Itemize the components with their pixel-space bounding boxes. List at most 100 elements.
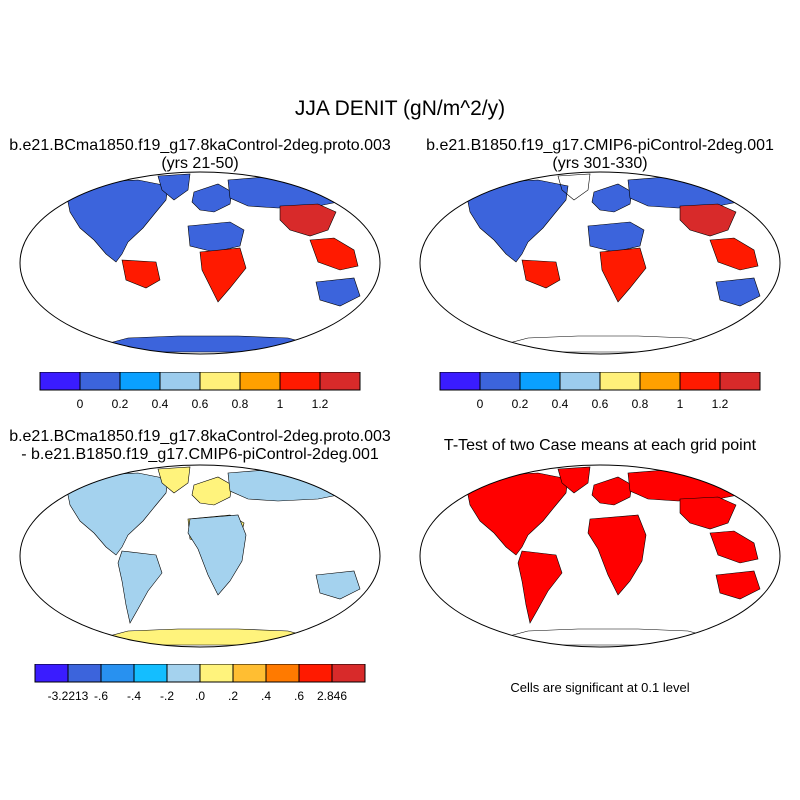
colorbar-swatch [599,372,641,391]
colorbar-swatch [719,372,761,391]
region-east-asia [679,203,737,237]
colorbar-swatch [159,372,201,391]
region-southeast-asia [309,237,359,271]
map-border [419,464,781,648]
colorbar-swatch [199,372,241,391]
colorbar-tick-label: 0.4 [152,397,169,411]
significance-south-america [517,550,563,624]
significance-europe [591,476,633,506]
region-south-america [117,550,163,624]
colorbar-swatch [479,372,521,391]
colorbar-tick-label: 0.8 [232,397,249,411]
colorbar-diff: -3.2213 -.6 -.4 -.2 .0 .2 .4 .6 2.846 [34,664,366,703]
colorbar-swatch [199,664,234,683]
region-sahara [187,221,245,253]
colorbar-swatch [331,664,366,683]
colorbar-swatch [133,664,168,683]
significance-east-asia [679,496,737,530]
panel-title-case2-line1: b.e21.B1850.f19_g17.CMIP6-piControl-2deg… [426,137,774,154]
panel-title-diff-line1: b.e21.BCma1850.f19_g17.8kaControl-2deg.p… [9,428,391,445]
colorbar-swatch [39,372,81,391]
region-central-africa [199,247,247,303]
colorbar-tick-label: 1.2 [312,397,329,411]
region-antarctica [96,628,320,646]
colorbar-case1: 0 0.2 0.4 0.6 0.8 1 1.2 [39,372,361,411]
colorbar-swatch [439,372,481,391]
colorbar-tick-label: .0 [195,689,205,703]
region-northern-asia [227,175,359,209]
region-north-america [65,472,169,556]
region-central-africa [599,247,647,303]
significance-greenland [557,466,591,494]
region-amazon [521,259,561,289]
colorbar-swatch [298,664,333,683]
colorbar-swatch [100,664,135,683]
colorbar-tick-label: -.2 [160,689,174,703]
region-amazon [121,259,161,289]
map-case1 [19,171,381,355]
colorbar-tick-label: -.4 [127,689,141,703]
colorbar-tick-label: 2.846 [317,689,347,703]
region-europe [591,183,633,213]
panel-title-diff-line2: - b.e21.B1850.f19_g17.CMIP6-piControl-2d… [21,446,379,463]
significance-africa [587,514,647,596]
region-greenland [557,173,591,201]
colorbar-tick-label: 0.6 [192,397,209,411]
region-africa [187,514,247,596]
colorbar-swatch [519,372,561,391]
colorbar-tick-label: -.6 [94,689,108,703]
colorbar-tick-label: 0.8 [632,397,649,411]
map-border [19,171,381,355]
colorbar-tick-label: .2 [228,689,238,703]
region-australia [315,277,361,307]
region-antarctica [96,335,320,353]
colorbar-tick-label: -3.2213 [48,689,89,703]
panel-title-case2: b.e21.B1850.f19_g17.CMIP6-piControl-2deg… [400,137,800,173]
region-north-america [465,179,569,263]
colorbar-tick-label: 0.6 [592,397,609,411]
region-europe [191,476,233,506]
region-sahara [587,221,645,253]
colorbar-swatch [319,372,361,391]
colorbar-swatch [79,372,121,391]
main-title: JJA DENIT (gN/m^2/y) [294,97,506,120]
panel-title-ttest-line1: T-Test of two Case means at each grid po… [443,437,757,454]
colorbar-swatch [34,664,69,683]
panel-title-case1-line1: b.e21.BCma1850.f19_g17.8kaControl-2deg.p… [9,137,391,154]
region-north-america [65,179,169,263]
colorbar-swatch [67,664,102,683]
region-greenland [157,173,191,201]
region-antarctica [496,335,720,353]
map-border [19,464,381,648]
region-greenland [157,466,191,494]
colorbar-case2: 0 0.2 0.4 0.6 0.8 1 1.2 [439,372,761,411]
colorbar-tick-label: 0.2 [512,397,529,411]
colorbar-tick-label: 0.2 [112,397,129,411]
map-border [419,171,781,355]
colorbar-swatch [239,372,281,391]
significance-australia [715,570,761,600]
colorbar-swatch [679,372,721,391]
region-australia [315,570,361,600]
colorbar-swatch [639,372,681,391]
colorbar-swatch [279,372,321,391]
colorbar-tick-label: 0 [477,397,484,411]
panel-title-case1: b.e21.BCma1850.f19_g17.8kaControl-2deg.p… [0,137,400,173]
region-east-asia [279,203,337,237]
colorbar-swatch [232,664,267,683]
map-case2 [419,171,781,355]
colorbar-swatch [119,372,161,391]
panel-title-ttest: T-Test of two Case means at each grid po… [400,437,800,455]
region-australia [715,277,761,307]
colorbar-tick-label: 0.4 [552,397,569,411]
colorbar-swatch [265,664,300,683]
significance-north-america [465,472,569,556]
region-europe [191,183,233,213]
significance-southeast-asia [709,530,759,564]
region-northern-asia [227,468,359,502]
colorbar-tick-label: 0 [77,397,84,411]
significance-antarctica [496,628,720,646]
colorbar-swatch [166,664,201,683]
panel-title-case2-line2: (yrs 301-330) [552,155,648,172]
